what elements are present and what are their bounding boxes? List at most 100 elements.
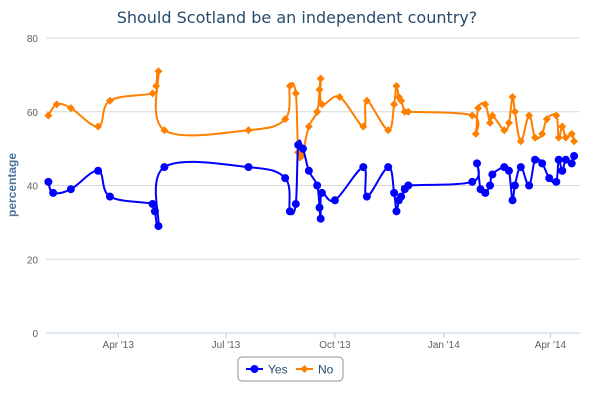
data-point-no[interactable] bbox=[500, 126, 509, 135]
data-point-no[interactable] bbox=[291, 89, 300, 98]
data-point-yes[interactable] bbox=[330, 196, 339, 205]
data-point-yes[interactable] bbox=[516, 163, 525, 172]
data-point-no[interactable] bbox=[384, 126, 393, 135]
data-point-no[interactable] bbox=[281, 115, 290, 124]
data-point-yes[interactable] bbox=[472, 159, 481, 168]
data-point-no[interactable] bbox=[160, 126, 169, 135]
data-point-yes[interactable] bbox=[481, 188, 490, 197]
data-point-yes[interactable] bbox=[510, 181, 519, 190]
data-point-yes[interactable] bbox=[567, 159, 576, 168]
data-point-yes[interactable] bbox=[384, 163, 393, 172]
data-point-no[interactable] bbox=[362, 96, 371, 105]
data-point-yes[interactable] bbox=[160, 163, 169, 172]
data-point-yes[interactable] bbox=[150, 207, 159, 216]
data-point-yes[interactable] bbox=[561, 155, 570, 164]
data-point-no[interactable] bbox=[516, 137, 525, 146]
data-point-no[interactable] bbox=[558, 122, 567, 131]
data-point-no[interactable] bbox=[244, 126, 253, 135]
data-point-no[interactable] bbox=[152, 81, 161, 90]
data-point-no[interactable] bbox=[52, 100, 61, 109]
data-point-no[interactable] bbox=[285, 81, 294, 90]
data-point-yes[interactable] bbox=[390, 188, 399, 197]
data-point-no[interactable] bbox=[392, 81, 401, 90]
data-point-yes[interactable] bbox=[362, 192, 371, 201]
data-point-yes[interactable] bbox=[570, 152, 579, 160]
data-point-yes[interactable] bbox=[558, 166, 567, 175]
data-point-no[interactable] bbox=[570, 137, 579, 146]
data-point-yes[interactable] bbox=[554, 155, 563, 164]
data-point-no[interactable] bbox=[44, 111, 53, 120]
data-point-no[interactable] bbox=[154, 67, 163, 76]
data-point-no[interactable] bbox=[474, 104, 483, 113]
legend-yes-label: Yes bbox=[268, 363, 288, 377]
data-point-yes[interactable] bbox=[317, 188, 326, 197]
data-point-no[interactable] bbox=[567, 129, 576, 138]
data-point-yes[interactable] bbox=[392, 207, 401, 216]
data-point-no[interactable] bbox=[359, 122, 368, 131]
data-point-no[interactable] bbox=[525, 111, 534, 120]
data-point-no[interactable] bbox=[508, 93, 517, 101]
data-point-no[interactable] bbox=[561, 133, 570, 142]
data-point-no[interactable] bbox=[488, 111, 497, 120]
data-point-yes[interactable] bbox=[468, 177, 477, 186]
data-point-yes[interactable] bbox=[313, 181, 322, 190]
data-point-no[interactable] bbox=[510, 107, 519, 116]
data-point-yes[interactable] bbox=[404, 181, 413, 190]
data-point-no[interactable] bbox=[552, 111, 561, 120]
data-point-no[interactable] bbox=[335, 93, 344, 101]
data-point-no[interactable] bbox=[542, 115, 551, 124]
data-point-no[interactable] bbox=[304, 122, 313, 131]
data-point-no[interactable] bbox=[105, 96, 114, 105]
data-point-yes[interactable] bbox=[359, 163, 368, 172]
data-point-no[interactable] bbox=[481, 100, 490, 109]
data-point-no[interactable] bbox=[468, 111, 477, 120]
data-point-no[interactable] bbox=[471, 129, 480, 138]
data-point-yes[interactable] bbox=[298, 144, 307, 153]
data-point-no[interactable] bbox=[538, 129, 547, 138]
data-point-yes[interactable] bbox=[94, 166, 103, 175]
data-point-no[interactable] bbox=[313, 107, 322, 116]
data-point-yes[interactable] bbox=[105, 192, 114, 201]
data-point-no[interactable] bbox=[397, 96, 406, 105]
data-point-yes[interactable] bbox=[538, 159, 547, 168]
y-axis-label: percentage bbox=[5, 153, 19, 217]
data-point-no[interactable] bbox=[66, 104, 75, 113]
data-point-yes[interactable] bbox=[49, 188, 58, 197]
data-point-yes[interactable] bbox=[244, 163, 253, 172]
data-point-yes[interactable] bbox=[397, 192, 406, 201]
data-point-yes[interactable] bbox=[304, 166, 313, 175]
data-point-yes[interactable] bbox=[44, 177, 53, 186]
legend-item-yes[interactable]: Yes bbox=[246, 363, 288, 377]
legend-item-no[interactable]: No bbox=[296, 363, 334, 377]
data-point-no[interactable] bbox=[504, 118, 513, 127]
data-point-yes[interactable] bbox=[486, 181, 495, 190]
data-point-yes[interactable] bbox=[545, 174, 554, 183]
data-point-yes[interactable] bbox=[281, 174, 290, 183]
data-point-yes[interactable] bbox=[315, 203, 324, 212]
data-point-no[interactable] bbox=[486, 118, 495, 127]
x-tick-label: Apr '14 bbox=[535, 340, 567, 351]
data-point-yes[interactable] bbox=[154, 222, 163, 231]
data-point-yes[interactable] bbox=[531, 155, 540, 164]
data-point-no[interactable] bbox=[390, 100, 399, 109]
data-point-no[interactable] bbox=[316, 74, 325, 83]
data-point-yes[interactable] bbox=[525, 181, 534, 190]
data-point-no[interactable] bbox=[317, 100, 326, 109]
data-point-yes[interactable] bbox=[504, 166, 513, 175]
series-yes bbox=[44, 139, 579, 231]
data-point-no[interactable] bbox=[148, 89, 157, 98]
data-point-no[interactable] bbox=[94, 122, 103, 131]
data-point-yes[interactable] bbox=[316, 214, 325, 223]
data-point-yes[interactable] bbox=[148, 199, 157, 208]
data-point-yes[interactable] bbox=[285, 207, 294, 216]
data-point-yes[interactable] bbox=[508, 196, 517, 205]
data-point-yes[interactable] bbox=[291, 199, 300, 208]
data-point-yes[interactable] bbox=[488, 170, 497, 179]
data-point-yes[interactable] bbox=[66, 185, 75, 194]
data-point-no[interactable] bbox=[404, 107, 413, 116]
data-point-no[interactable] bbox=[554, 133, 563, 142]
data-point-no[interactable] bbox=[531, 133, 540, 142]
data-point-no[interactable] bbox=[315, 85, 324, 94]
x-tick-label: Apr '13 bbox=[103, 340, 135, 351]
data-point-yes[interactable] bbox=[552, 177, 561, 186]
